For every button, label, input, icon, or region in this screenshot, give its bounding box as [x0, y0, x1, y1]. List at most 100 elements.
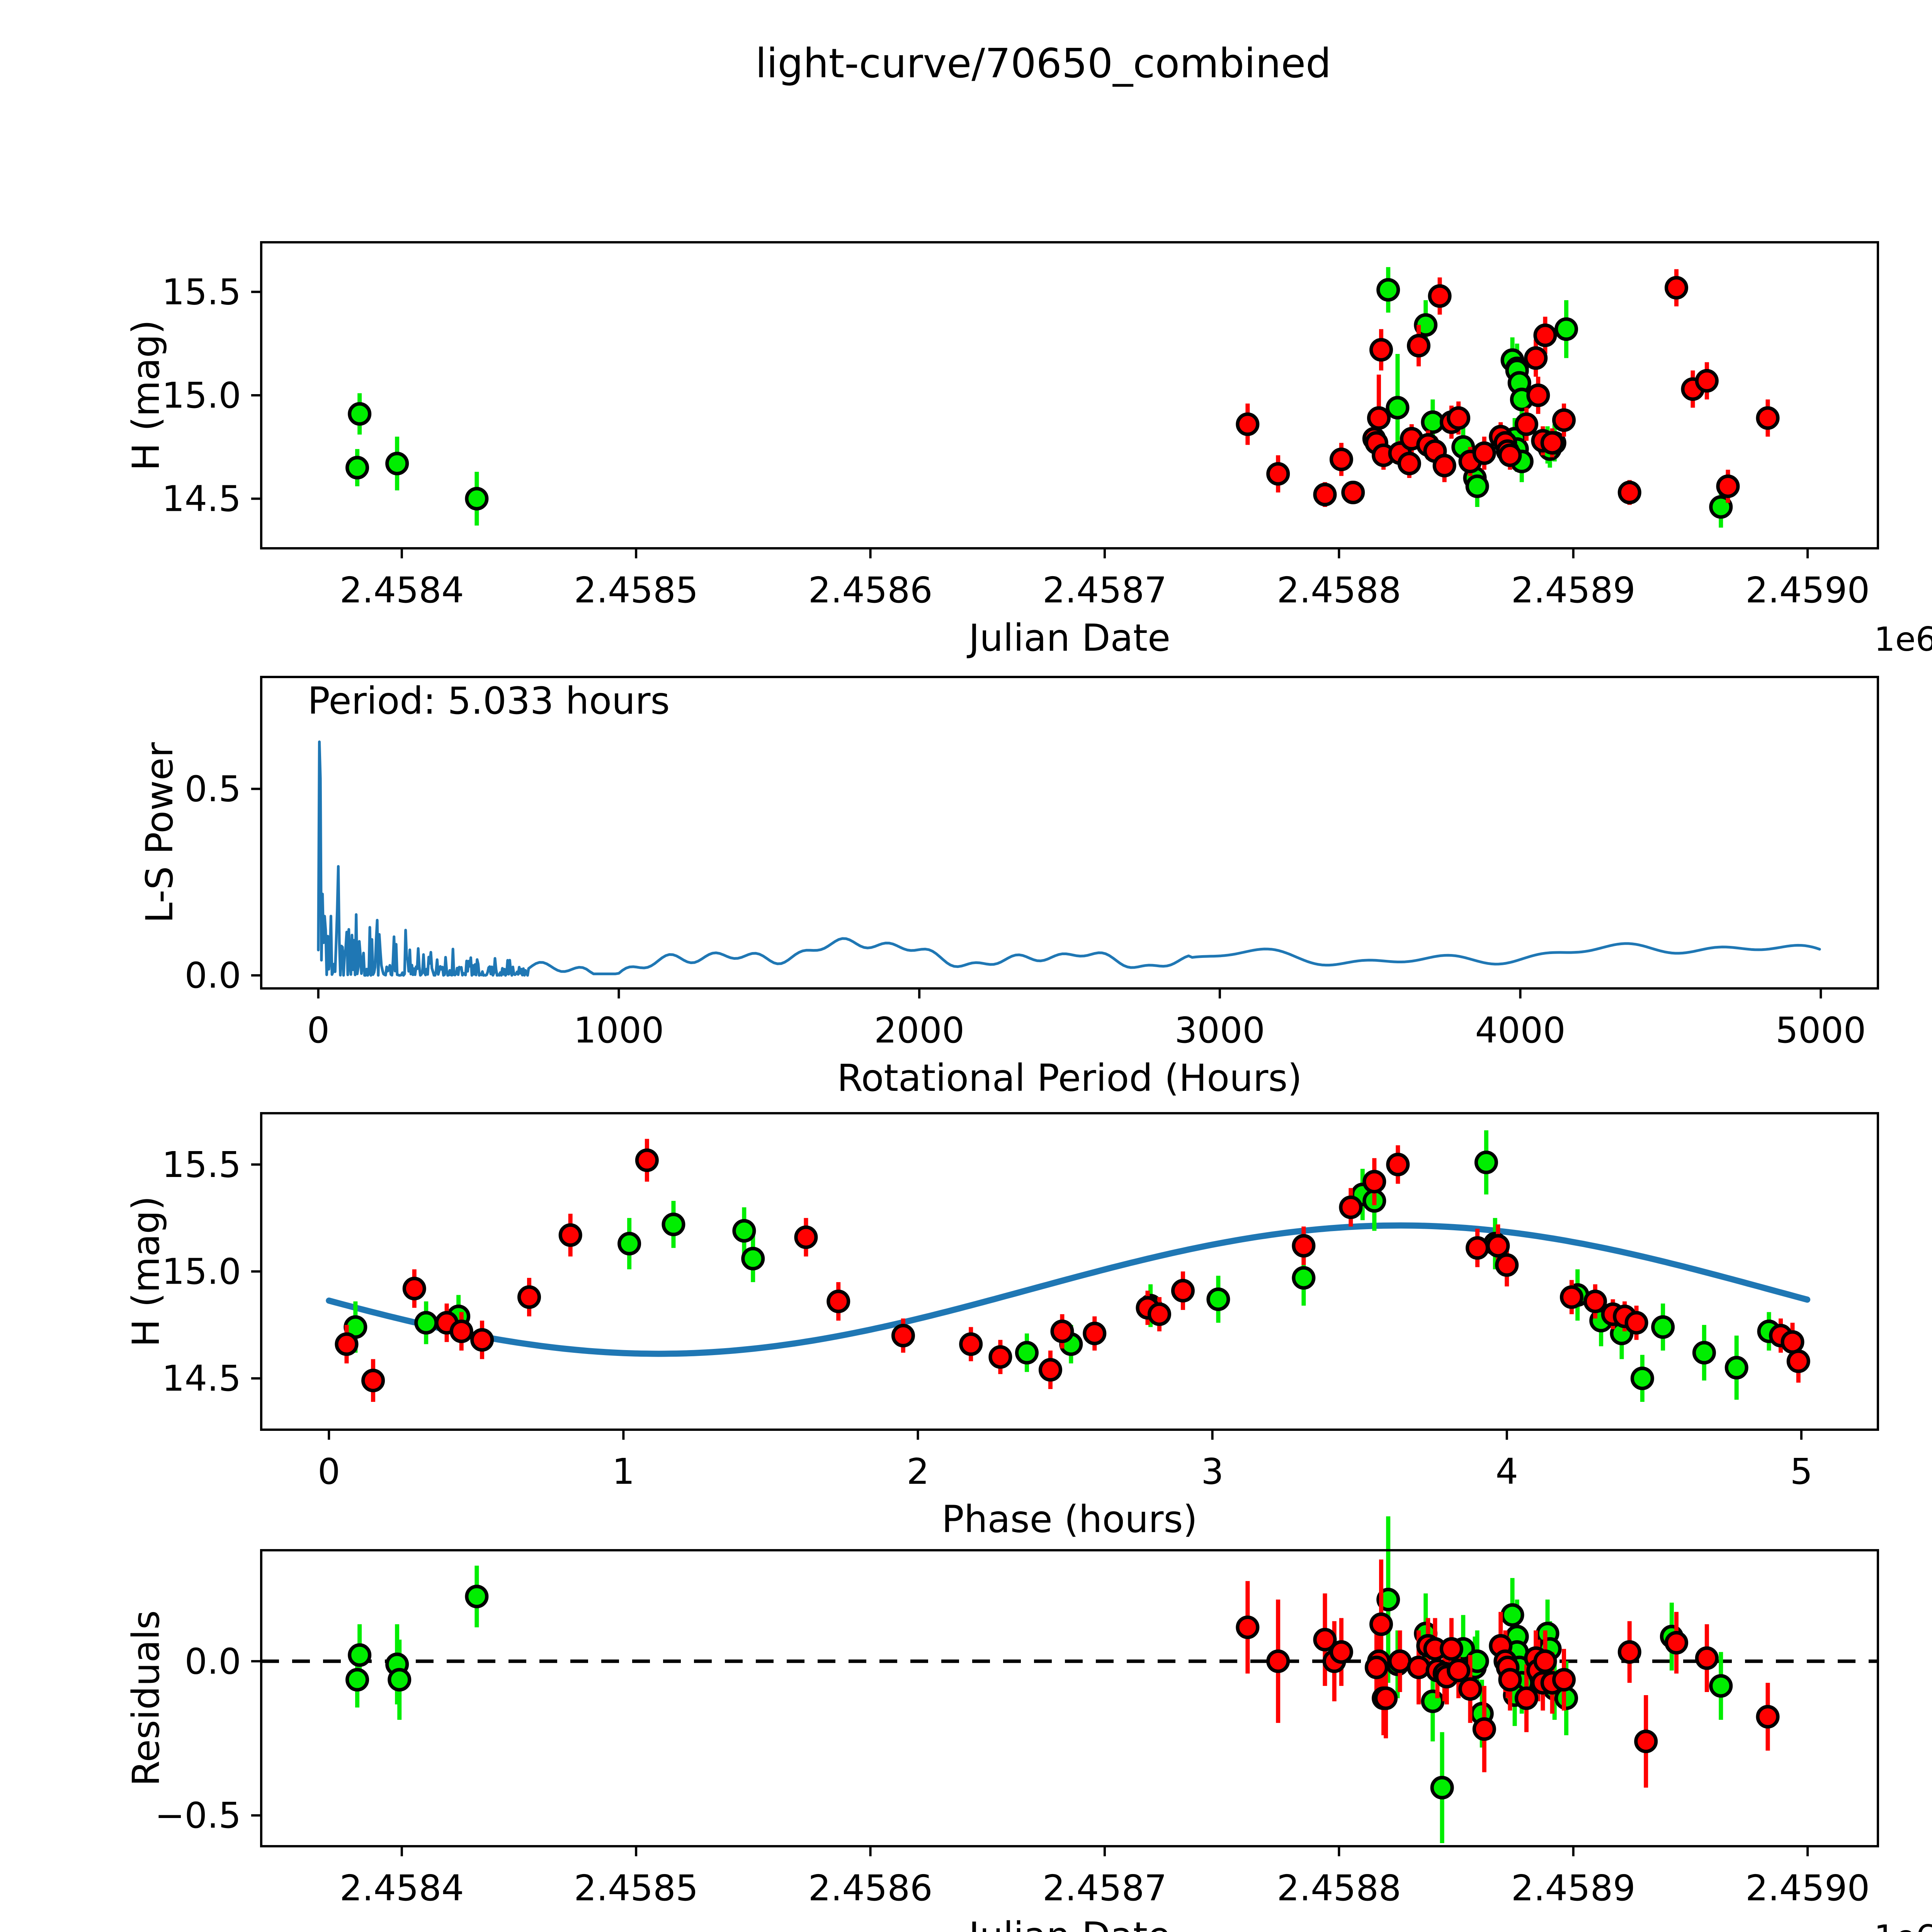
data-point — [1552, 1668, 1576, 1692]
x-tick-label: 5 — [1790, 1451, 1813, 1492]
data-point — [345, 1668, 369, 1692]
data-point — [335, 1332, 359, 1356]
data-point — [1313, 483, 1337, 507]
data-point — [1329, 447, 1353, 471]
data-point — [1514, 1686, 1538, 1710]
data-point — [1439, 1637, 1463, 1661]
x-tick-label: 5000 — [1776, 1010, 1866, 1051]
x-tick-label: 2.4587 — [1043, 570, 1167, 611]
data-point — [1651, 1315, 1675, 1339]
data-point — [1472, 441, 1496, 465]
data-point — [1495, 1253, 1519, 1277]
data-point — [794, 1225, 818, 1249]
data-point — [465, 1585, 489, 1609]
data-point — [1533, 323, 1557, 347]
x-axis-label: Julian Date — [967, 1914, 1170, 1932]
axes-frame — [260, 1549, 1879, 1847]
x-tick-label: 2.4586 — [808, 570, 933, 611]
data-point — [1514, 412, 1538, 436]
panel-lightcurve: 2.4584 2.4585 2.4586 2.4587 2.4588 2.4589 2.45… — [124, 241, 1932, 660]
x-axis-offset-text: 1e6 — [1874, 620, 1932, 659]
data-point — [1038, 1358, 1062, 1382]
data-point — [959, 1332, 983, 1356]
data-point — [635, 1148, 659, 1172]
x-tick-label: 2.4586 — [808, 1867, 933, 1909]
x-axis-label: Phase (hours) — [942, 1498, 1197, 1541]
x-axis-offset-text: 1e6 — [1874, 1918, 1932, 1932]
x-tick-label: 2.4584 — [340, 1867, 464, 1909]
x-tick-label: 2.4589 — [1511, 1867, 1636, 1909]
data-point — [1367, 406, 1391, 430]
data-point — [1500, 1603, 1524, 1627]
data-point — [1374, 1686, 1398, 1710]
y-tick-label: 15.5 — [162, 271, 241, 313]
x-tick-label: 2.4585 — [574, 1867, 698, 1909]
data-point — [1634, 1730, 1658, 1753]
y-tick-label: −0.5 — [155, 1795, 241, 1836]
data-point — [1015, 1341, 1039, 1365]
data-point — [1725, 1356, 1748, 1380]
data-point — [1630, 1366, 1654, 1390]
panel-periodogram: 0 1000 2000 3000 4000 5000 0.0 0.5 Rotational Pe… — [138, 676, 1879, 1100]
data-point — [1560, 1285, 1583, 1309]
y-axis-label: H (mag) — [124, 1196, 168, 1347]
data-point — [388, 1668, 412, 1692]
periodogram-curve — [317, 740, 1821, 977]
y-tick-label: 0.0 — [185, 1641, 241, 1682]
data-point — [732, 1219, 756, 1243]
data-point — [558, 1223, 582, 1247]
x-tick-label: 0 — [318, 1451, 340, 1492]
data-point — [1786, 1349, 1810, 1373]
data-point — [345, 456, 369, 480]
data-point — [1362, 1170, 1386, 1194]
data-point — [1665, 276, 1689, 300]
data-point — [385, 452, 409, 476]
x-tick-label: 1000 — [573, 1010, 664, 1051]
figure-title: light-curve/70650_combined — [755, 40, 1331, 87]
data-point — [1421, 1689, 1445, 1713]
y-tick-label: 15.0 — [162, 1251, 241, 1293]
x-tick-label: 2.4585 — [574, 570, 698, 611]
data-point — [1266, 1649, 1290, 1673]
x-axis-label: Rotational Period (Hours) — [837, 1056, 1302, 1100]
x-tick-label: 2 — [906, 1451, 929, 1492]
data-point — [1665, 1631, 1689, 1655]
data-point — [1341, 481, 1365, 505]
data-point — [414, 1311, 438, 1335]
data-point — [1524, 346, 1548, 370]
data-point — [1447, 1658, 1471, 1682]
data-point — [465, 487, 489, 511]
x-tick-label: 4000 — [1475, 1010, 1565, 1051]
data-point — [1376, 278, 1400, 302]
data-point — [1397, 452, 1421, 476]
y-tick-label: 0.0 — [185, 955, 241, 996]
y-axis-label: L-S Power — [138, 742, 181, 923]
data-point — [827, 1289, 850, 1313]
data-point — [1369, 1612, 1393, 1636]
data-point — [1498, 443, 1522, 467]
data-point — [1692, 1341, 1716, 1365]
data-point — [1624, 1311, 1648, 1335]
data-point — [1050, 1319, 1074, 1343]
data-point — [1407, 1655, 1431, 1679]
data-point — [662, 1213, 685, 1236]
data-point — [1756, 406, 1780, 430]
data-point — [1617, 481, 1641, 505]
data-point — [517, 1285, 541, 1309]
y-tick-label: 0.5 — [185, 769, 241, 810]
panel-residuals: 2.4584 2.4585 2.4586 2.4587 2.4588 2.4589 2.45… — [124, 1516, 1932, 1932]
x-tick-label: 0 — [307, 1010, 330, 1051]
x-tick-label: 2.4587 — [1043, 1867, 1167, 1909]
data-point — [1364, 1655, 1388, 1679]
data-point — [1236, 412, 1260, 436]
data-point — [1554, 317, 1578, 341]
data-point — [1369, 338, 1393, 362]
data-point — [1540, 431, 1564, 455]
data-point — [1526, 383, 1550, 407]
data-point — [348, 402, 372, 426]
panel-phasefold: 0 1 2 3 4 5 15.5 15.0 14.5 Phase (hours) H (mag) — [124, 1112, 1879, 1541]
x-tick-label: 2.4589 — [1511, 570, 1636, 611]
data-point — [449, 1319, 473, 1343]
data-point — [1695, 1646, 1719, 1670]
